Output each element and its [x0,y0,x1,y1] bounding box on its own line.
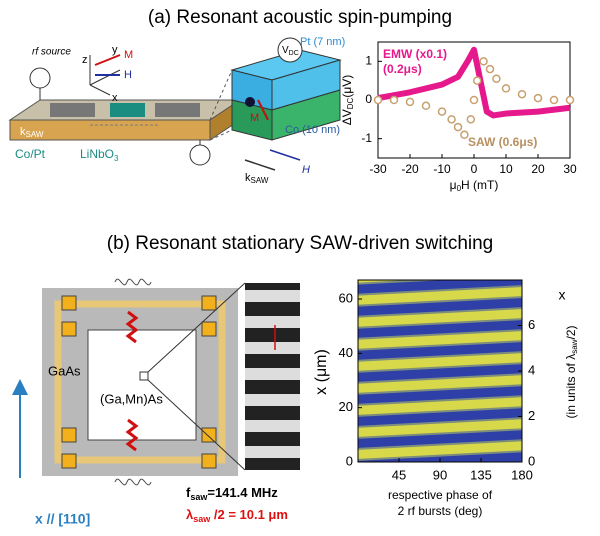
data-point [421,101,431,111]
x-tick-label: 135 [470,467,492,482]
y2-tick-label: 4 [528,362,535,377]
label: kSAW [20,126,44,139]
data-point [565,95,575,105]
label: (Ga,Mn)As [100,391,163,406]
label: VDC [282,45,299,57]
y2-tick-label: 6 [528,317,535,332]
label: λsaw /2 = 10.1 μm [186,507,288,524]
panel-title: (a) Resonant acoustic spin-pumping [148,7,452,28]
y2-axis-label: x [559,287,566,303]
x-tick-label: 45 [392,467,406,482]
x-tick-label: 0 [471,162,478,176]
sample-diagram [12,278,300,486]
y-tick-label: 0 [365,92,372,106]
data-point [469,95,479,105]
y-axis-label: ΔVDC(μV) [340,75,355,126]
y-tick-label: 20 [339,399,353,414]
series-line [377,46,571,119]
x-tick-label: -30 [369,162,387,176]
panel-title: (b) Resonant stationary SAW-driven switc… [107,233,494,254]
label: z [82,54,88,66]
data-point [549,95,559,105]
data-point [533,93,543,103]
data-point [517,89,527,99]
x-tick-label: -10 [433,162,451,176]
data-point [437,107,447,116]
x-tick-label: 180 [511,467,533,482]
label: M [250,112,259,124]
label: GaAs [48,363,81,378]
label: LiNbO3 [80,147,119,163]
y2-tick-label: 0 [528,453,535,468]
x-tick-label: 90 [433,467,447,482]
x-axis-label: μ0H (mT) [450,178,499,193]
label: x [112,92,118,104]
data-point [460,130,469,140]
y2-tick-label: 2 [528,408,535,423]
x-tick-label: 20 [531,162,545,176]
y-axis-label: x (μm) [313,349,330,395]
data-point [501,84,511,93]
label: y [112,44,118,56]
y-tick-label: 40 [339,345,353,360]
x-tick-label: 10 [499,162,513,176]
label: kSAW [245,172,269,185]
data-point [485,64,495,74]
label: H [302,164,310,176]
legend-label: EMW (x0.1) [383,47,447,61]
label: Pt (7 nm) [300,36,345,48]
data-point [466,115,476,124]
map-image [357,279,523,463]
label: x // [110] [35,511,90,527]
x-tick-label: -20 [401,162,419,176]
data-point [389,95,399,105]
y-tick-label: -1 [361,131,372,145]
legend-label: SAW (0.6μs) [468,135,537,149]
data-point [453,122,463,132]
label: Co/Pt [15,147,46,161]
data-point [472,76,482,85]
y-tick-label: 1 [365,54,372,68]
data-point [447,115,456,124]
x-axis-label: respective phase of [388,488,493,502]
label: fsaw=141.4 MHz [186,485,278,502]
y-tick-label: 60 [339,290,353,305]
data-point [373,95,383,105]
y2-axis-label: (in units of λsaw/2) [564,326,579,419]
data-point [492,74,501,83]
label: Co (10 nm) [285,124,340,136]
label: M [124,49,133,61]
x-axis-label: 2 rf bursts (deg) [398,504,483,518]
y-tick-label: 0 [346,453,353,468]
device-diagram [8,37,342,171]
label: H [124,69,132,81]
label: rf source [32,47,71,58]
data-point [479,57,488,66]
data-point [405,97,415,107]
x-tick-label: 30 [563,162,577,176]
spectrum-chart: -30 -20 -10 0 10 20 30-101 [361,41,577,176]
legend-label: (0.2μs) [383,62,422,76]
